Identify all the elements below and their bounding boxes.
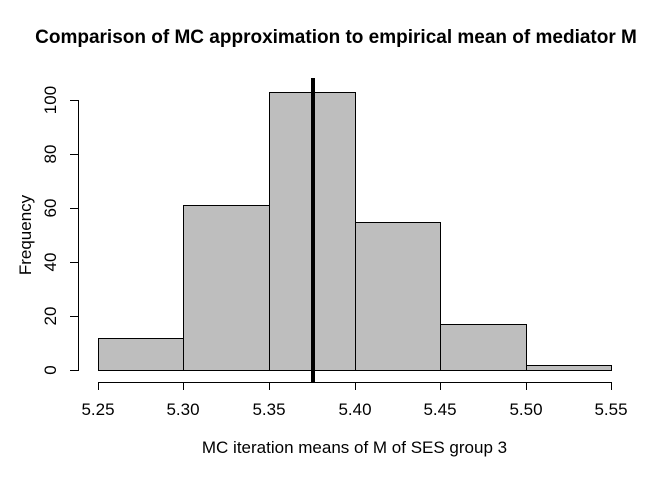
- y-axis-tick: [70, 370, 78, 371]
- y-tick-label: 100: [41, 85, 60, 115]
- x-tick-label: 5.25: [81, 400, 115, 419]
- y-axis-tick: [70, 208, 78, 209]
- x-axis-tick: [355, 382, 356, 390]
- y-tick-label: 20: [41, 306, 60, 326]
- histogram-bar: [183, 205, 270, 371]
- x-tick-label: 5.40: [338, 400, 372, 419]
- y-axis-tick: [70, 154, 78, 155]
- y-axis-label: Frequency: [16, 194, 35, 276]
- x-axis-tick: [611, 382, 612, 390]
- histogram-bar: [526, 365, 612, 371]
- y-axis-tick: [70, 316, 78, 317]
- y-tick-label: 40: [41, 252, 60, 272]
- x-axis-label: MC iteration means of M of SES group 3: [201, 438, 508, 457]
- y-tick-label: 0: [41, 365, 60, 375]
- histogram-bar: [355, 222, 441, 371]
- y-axis-tick: [70, 262, 78, 263]
- y-tick-label: 60: [41, 198, 60, 218]
- x-axis-tick: [183, 382, 184, 390]
- y-axis-line: [78, 100, 79, 371]
- x-tick-label: 5.35: [252, 400, 286, 419]
- histogram-bar: [98, 338, 184, 371]
- histogram-bar: [440, 324, 527, 371]
- y-tick-label: 80: [41, 144, 60, 164]
- x-tick-label: 5.45: [423, 400, 457, 419]
- chart-title: Comparison of MC approximation to empiri…: [35, 27, 637, 48]
- x-axis-tick: [269, 382, 270, 390]
- x-tick-label: 5.30: [166, 400, 200, 419]
- x-tick-label: 5.50: [509, 400, 543, 419]
- x-axis-tick: [440, 382, 441, 390]
- empirical-mean-line: [311, 78, 315, 382]
- x-axis-tick: [98, 382, 99, 390]
- x-tick-label: 5.55: [594, 400, 628, 419]
- y-axis-tick: [70, 100, 78, 101]
- x-axis-tick: [526, 382, 527, 390]
